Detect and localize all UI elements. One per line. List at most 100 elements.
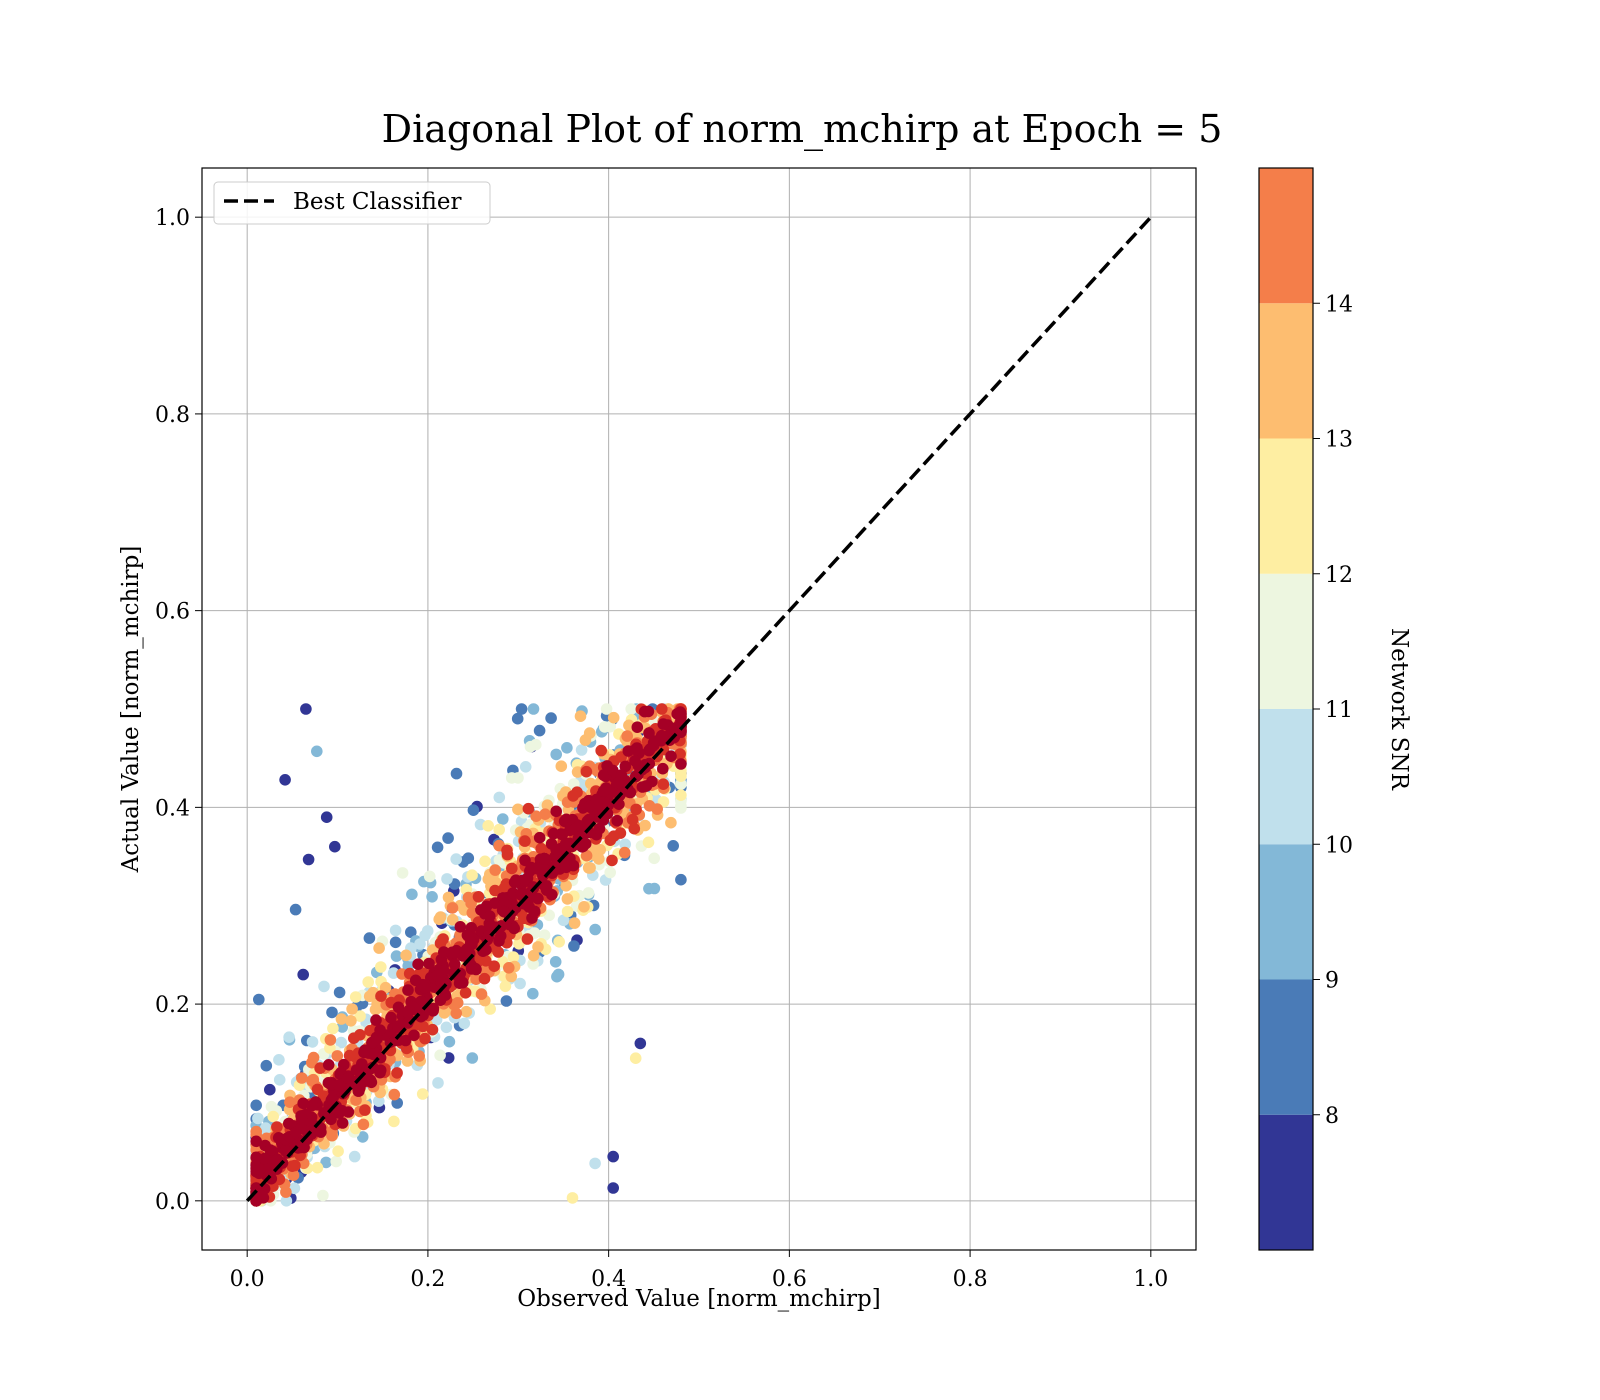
colorbar-band	[1259, 438, 1313, 574]
scatter-point	[446, 946, 459, 959]
scatter-point	[582, 862, 595, 874]
scatter-point	[611, 814, 623, 827]
scatter-point	[607, 1182, 619, 1194]
scatter-point	[472, 891, 485, 903]
scatter-point	[259, 1152, 271, 1165]
scatter-point	[363, 932, 376, 944]
scatter-point	[527, 958, 539, 970]
scatter-point	[388, 1115, 400, 1128]
scatter-point	[450, 1007, 463, 1020]
scatter-point	[557, 914, 570, 927]
scatter-point	[550, 843, 562, 856]
scatter-point	[607, 711, 620, 724]
scatter-point	[264, 1083, 276, 1096]
scatter-point	[634, 1037, 647, 1050]
scatter-point	[479, 855, 491, 868]
scatter-point	[416, 1088, 429, 1100]
scatter-point	[533, 724, 546, 737]
scatter-point	[675, 707, 687, 719]
scatter-point	[643, 727, 655, 739]
scatter-point	[450, 767, 463, 780]
scatter-point	[297, 1097, 310, 1110]
scatter-point	[345, 1015, 357, 1027]
scatter-point	[583, 813, 595, 826]
scatter-point	[618, 846, 631, 859]
scatter-point	[522, 802, 535, 815]
scatter-point	[580, 849, 593, 862]
scatter-point	[614, 827, 627, 839]
scatter-point	[336, 1105, 349, 1117]
scatter-point	[402, 1006, 414, 1019]
scatter-point	[423, 870, 436, 883]
scatter-point	[279, 774, 291, 786]
scatter-point	[643, 800, 656, 812]
scatter-point	[642, 836, 655, 849]
scatter-point	[553, 936, 565, 948]
scatter-point	[250, 1151, 262, 1164]
scatter-point	[326, 1093, 339, 1105]
scatter-point	[561, 905, 574, 918]
scatter-point	[629, 1052, 642, 1064]
scatter-point	[402, 984, 414, 996]
scatter-point	[375, 990, 387, 1002]
scatter-point	[503, 962, 515, 974]
scatter-point	[532, 941, 544, 953]
colorbar-tick-label: 9	[1325, 969, 1339, 994]
scatter-point	[622, 745, 635, 757]
scatter-point	[431, 841, 444, 854]
scatter-point	[507, 951, 520, 963]
scatter-point	[631, 721, 644, 733]
scatter-point	[332, 1145, 344, 1157]
scatter-point	[320, 811, 333, 823]
scatter-point	[311, 745, 323, 758]
x-tick-label: 0.0	[230, 1267, 265, 1292]
scatter-point	[317, 1189, 329, 1202]
scatter-point	[478, 972, 491, 985]
plot-frame	[201, 167, 1197, 1251]
scatter-point	[561, 742, 573, 754]
scatter-point	[460, 1005, 473, 1018]
scatter-point	[356, 1131, 369, 1143]
scatter-point	[644, 743, 656, 755]
scatter-point	[434, 994, 447, 1006]
scatter-point	[550, 805, 562, 818]
scatter-point	[629, 755, 641, 767]
scatter-point	[595, 744, 607, 757]
scatter-point	[350, 1094, 362, 1106]
scatter-point	[333, 986, 346, 999]
colorbar-band	[1259, 1114, 1313, 1250]
scatter-point	[252, 1112, 264, 1125]
scatter-point	[427, 1002, 440, 1015]
scatter-point	[621, 730, 633, 742]
y-tick-label: 0.0	[155, 1190, 190, 1215]
scatter-point	[273, 1074, 286, 1086]
scatter-point	[593, 853, 605, 865]
scatter-point	[389, 936, 402, 949]
scatter-point	[320, 1156, 332, 1169]
legend-label-best-classifier: Best Classifier	[293, 189, 461, 215]
scatter-point	[359, 1104, 371, 1116]
scatter-point	[296, 1072, 308, 1084]
scatter-point	[346, 1003, 358, 1015]
scatter-point	[667, 840, 679, 852]
colorbar-band	[1259, 303, 1313, 439]
scatter-point	[532, 892, 544, 905]
scatter-point	[532, 863, 544, 875]
scatter-point	[656, 703, 668, 715]
scatter-point	[628, 822, 641, 835]
scatter-point	[539, 808, 551, 820]
scatter-point	[484, 1003, 497, 1015]
y-tick-label: 0.2	[155, 993, 190, 1018]
colorbar-tick-label: 12	[1325, 563, 1353, 588]
scatter-point	[264, 1144, 277, 1156]
scatter-point	[493, 791, 506, 804]
scatter-point	[401, 1017, 414, 1029]
x-axis-label: Observed Value [norm_mchirp]	[517, 1286, 880, 1312]
scatter-point	[607, 764, 619, 777]
scatter-point	[583, 800, 595, 813]
scatter-point	[432, 1077, 444, 1089]
scatter-point	[466, 1052, 479, 1064]
scatter-point	[259, 1122, 272, 1134]
scatter-point	[519, 854, 531, 867]
scatter-point	[306, 1056, 318, 1069]
